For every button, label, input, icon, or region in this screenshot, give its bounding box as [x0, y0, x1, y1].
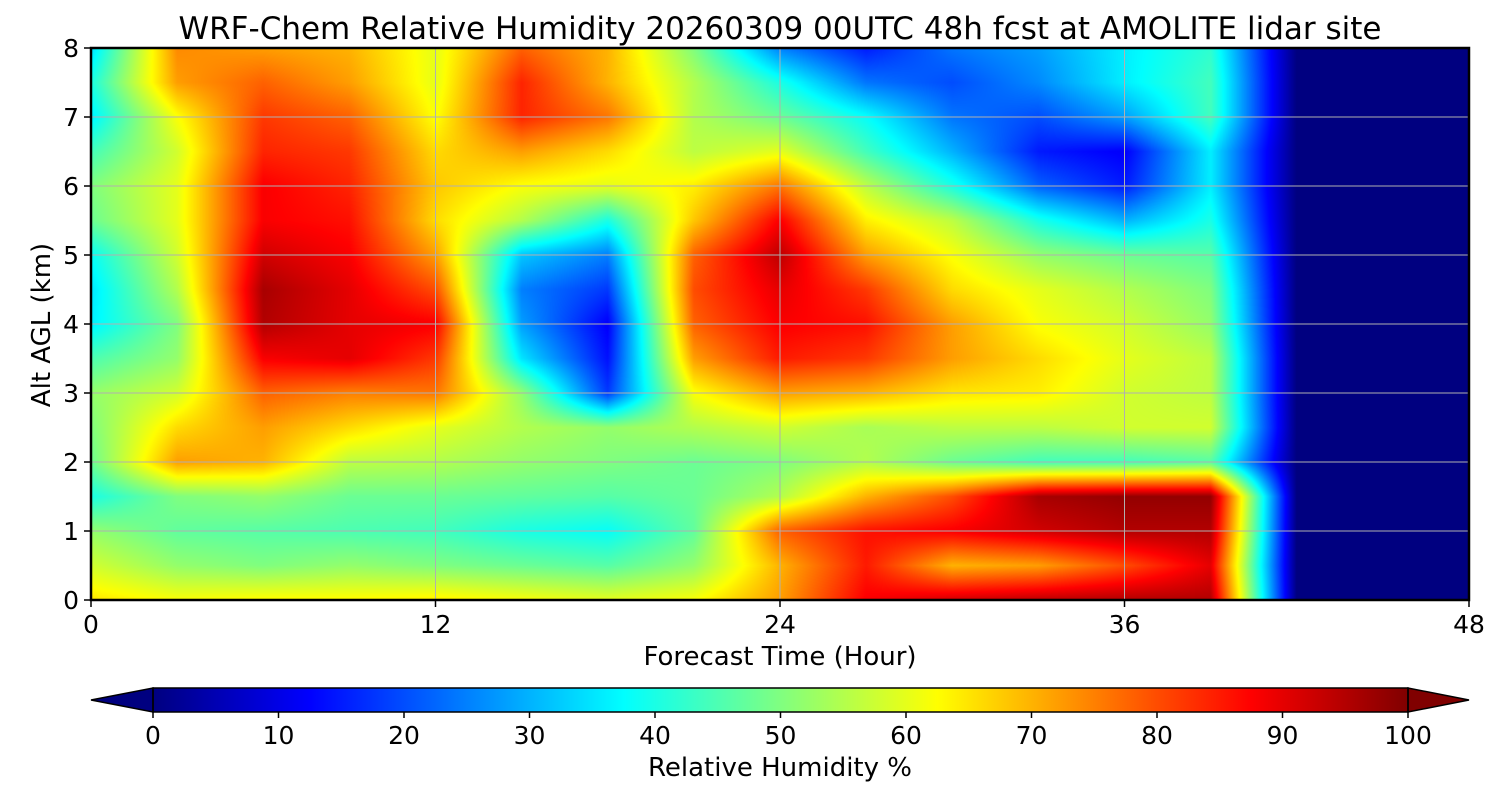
colorbar-tick-label: 0 — [145, 721, 161, 750]
chart-title: WRF-Chem Relative Humidity 20260309 00UT… — [178, 11, 1381, 47]
grid-lines — [91, 48, 1469, 600]
x-tick-label: 24 — [764, 610, 796, 639]
y-tick-label: 5 — [63, 241, 79, 270]
y-tick-label: 8 — [63, 34, 79, 63]
colorbar-tick-label: 80 — [1141, 721, 1173, 750]
x-tick-label: 36 — [1109, 610, 1141, 639]
y-tick-label: 2 — [63, 448, 79, 477]
colorbar-tick-label: 10 — [263, 721, 295, 750]
colorbar-tick-label: 30 — [514, 721, 546, 750]
colorbar-tick-label: 40 — [639, 721, 671, 750]
y-axis-ticks: 0 1 2 3 4 5 6 7 8 — [63, 34, 91, 615]
colorbar-tick-label: 90 — [1267, 721, 1299, 750]
y-tick-label: 3 — [63, 379, 79, 408]
colorbar-tick-label: 60 — [890, 721, 922, 750]
x-axis-label: Forecast Time (Hour) — [643, 642, 916, 672]
colorbar-extend-low — [90, 687, 154, 713]
y-tick-label: 7 — [63, 103, 79, 132]
colorbar-tick-label: 20 — [388, 721, 420, 750]
colorbar-tick-label: 50 — [765, 721, 797, 750]
colorbar-tick-label: 100 — [1384, 721, 1432, 750]
x-tick-label: 48 — [1453, 610, 1485, 639]
y-tick-label: 1 — [63, 517, 79, 546]
colorbar-gradient — [153, 688, 1408, 712]
colorbar-extend-high — [1407, 687, 1470, 713]
plot-area — [89, 46, 1471, 602]
x-tick-label: 12 — [420, 610, 452, 639]
y-tick-label: 6 — [63, 172, 79, 201]
colorbar: 0 10 20 30 40 50 60 70 80 90 100 Relative Humidity… — [90, 687, 1470, 783]
y-axis-label: Alt AGL (km) — [27, 243, 57, 407]
colorbar-ticks: 0 10 20 30 40 50 60 70 80 90 100 — [145, 712, 1432, 750]
colorbar-label: Relative Humidity % — [648, 753, 912, 783]
y-tick-label: 4 — [63, 310, 79, 339]
y-tick-label: 0 — [63, 586, 79, 615]
x-tick-label: 0 — [83, 610, 99, 639]
x-axis-ticks: 0 12 24 36 48 — [83, 600, 1485, 639]
colorbar-tick-label: 70 — [1016, 721, 1048, 750]
